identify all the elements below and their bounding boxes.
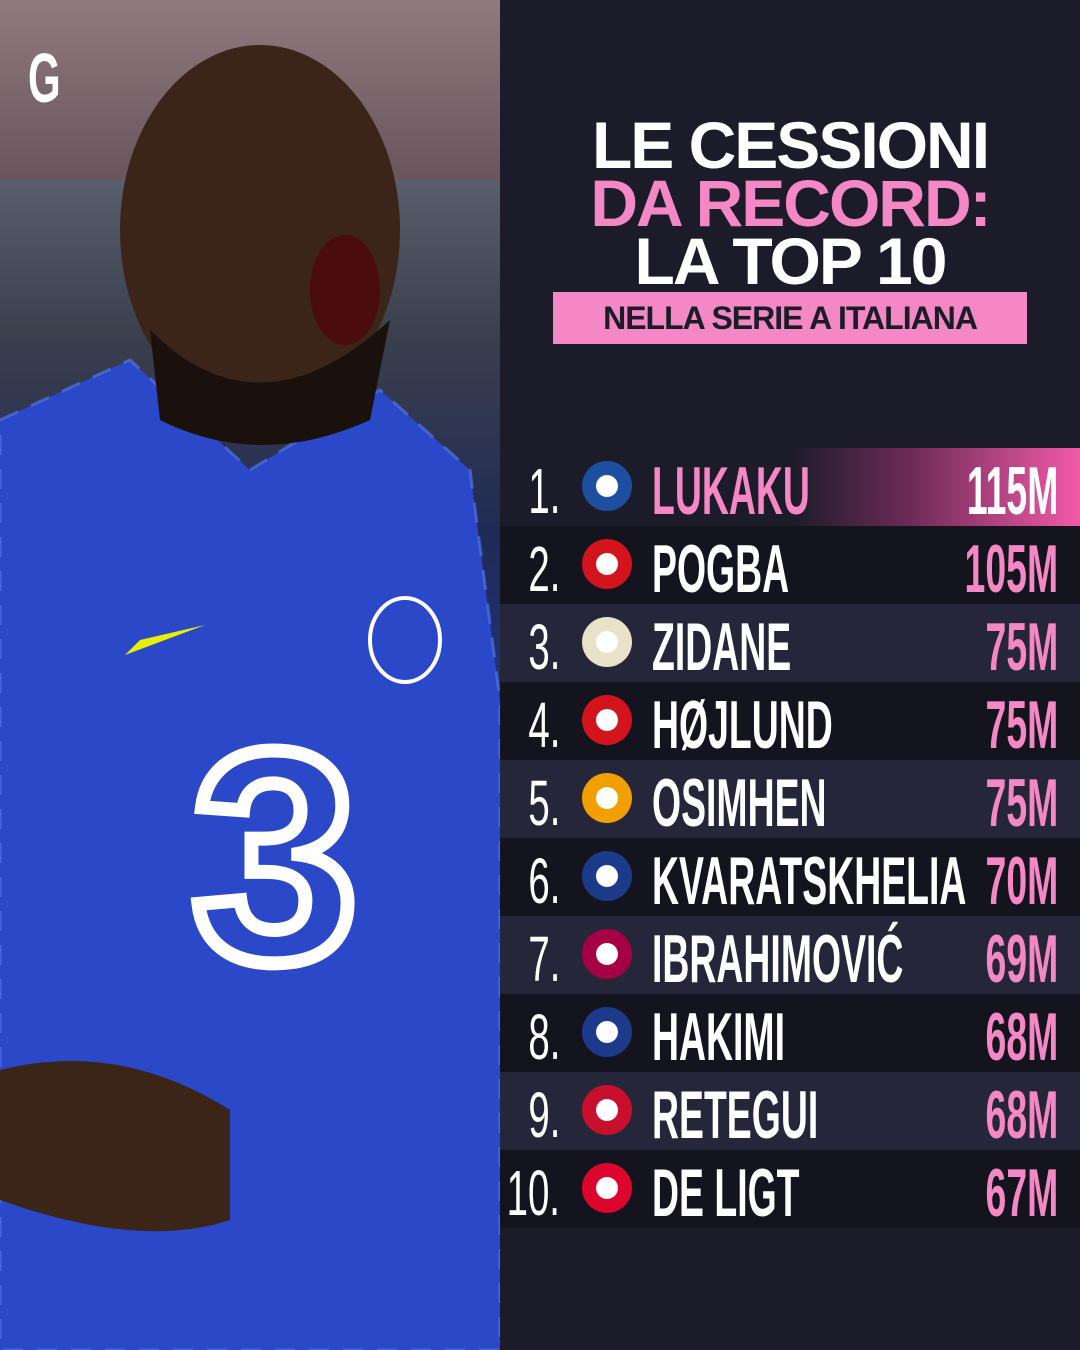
transfer-fee: 105M [964, 531, 1058, 607]
club-crest-icon [582, 1163, 632, 1213]
rank-label: 1. [527, 455, 560, 527]
club-crest-icon [582, 461, 632, 511]
title-line-1: LE CESSIONI [591, 108, 990, 182]
club-crest-icon [582, 539, 632, 589]
list-item: 5. OSIMHEN 75M [500, 760, 1080, 841]
player-name: HØJLUND [652, 687, 833, 763]
rank-label: 10. [506, 1157, 560, 1229]
player-name: LUKAKU [652, 453, 810, 529]
rank-label: 7. [527, 923, 560, 995]
player-name: ZIDANE [652, 609, 792, 685]
rank-label: 3. [527, 611, 560, 683]
list-item: 6. KVARATSKHELIA 70M [500, 838, 1080, 919]
transfer-fee: 75M [985, 609, 1058, 685]
list-item: 4. HØJLUND 75M [500, 682, 1080, 763]
brand-logo: G [28, 39, 61, 117]
title-line-3: LA TOP 10 [634, 224, 948, 298]
list-item: 9. RETEGUI 68M [500, 1072, 1080, 1153]
transfer-fee: 115M [966, 453, 1058, 529]
list-item: 2. POGBA 105M [500, 526, 1080, 607]
club-crest-icon [582, 695, 632, 745]
list-item: 1. LUKAKU 115M [500, 448, 1080, 529]
rank-label: 9. [527, 1079, 560, 1151]
club-crest-icon [582, 617, 632, 667]
list-item: 8. HAKIMI 68M [500, 994, 1080, 1075]
rank-label: 2. [527, 533, 560, 605]
subtitle-badge: NELLA SERIE A ITALIANA [553, 292, 1027, 344]
transfer-fee: 67M [985, 1155, 1058, 1231]
transfer-fee: 70M [985, 843, 1058, 919]
rank-label: 4. [527, 689, 560, 761]
player-name: KVARATSKHELIA [652, 843, 967, 919]
club-crest-icon [582, 1085, 632, 1135]
club-crest-icon [582, 1007, 632, 1057]
transfer-fee: 68M [985, 999, 1058, 1075]
list-item: 10. DE LIGT 67M [500, 1150, 1080, 1231]
ranking-panel: LE CESSIONI DA RECORD: LA TOP 10 NELLA S… [500, 0, 1080, 1350]
list-item: 7. IBRAHIMOVIĆ 69M [500, 916, 1080, 997]
player-name: RETEGUI [652, 1077, 819, 1153]
transfer-fee: 68M [985, 1077, 1058, 1153]
club-crest-icon [582, 929, 632, 979]
club-crest-icon [582, 851, 632, 901]
club-crest-icon [582, 773, 632, 823]
rank-label: 6. [527, 845, 560, 917]
transfer-fee: 75M [985, 765, 1058, 841]
title-line-2: DA RECORD: [590, 166, 991, 240]
player-name: POGBA [652, 531, 790, 607]
rank-label: 8. [527, 1001, 560, 1073]
player-name: IBRAHIMOVIĆ [652, 921, 904, 997]
player-name: HAKIMI [652, 999, 785, 1075]
player-photo: 3 G [0, 0, 500, 1350]
svg-text:3: 3 [192, 688, 359, 1024]
transfer-fee: 69M [985, 921, 1058, 997]
transfer-fee: 75M [985, 687, 1058, 763]
player-name: OSIMHEN [652, 765, 827, 841]
player-name: DE LIGT [652, 1155, 800, 1231]
list-item: 3. ZIDANE 75M [500, 604, 1080, 685]
rank-label: 5. [527, 767, 560, 839]
